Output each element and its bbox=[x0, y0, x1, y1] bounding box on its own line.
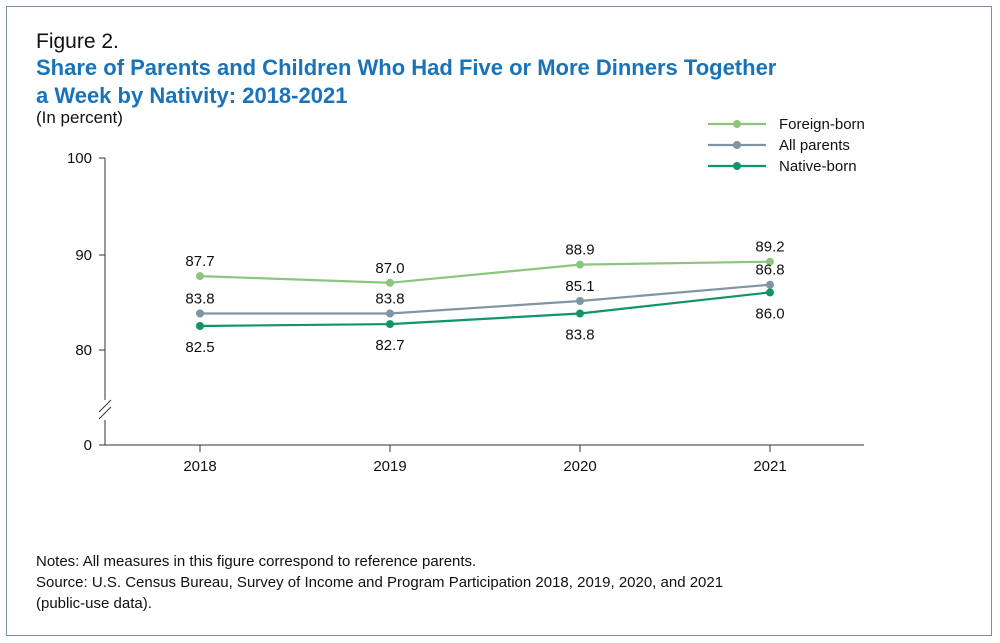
y-tick-label: 100 bbox=[67, 150, 92, 167]
data-point-native-born bbox=[196, 322, 204, 330]
series-line-foreign-born bbox=[199, 260, 771, 284]
series-line-native-born bbox=[199, 291, 771, 328]
y-axis-break-mark bbox=[98, 399, 112, 413]
legend-marker-all-parents bbox=[733, 141, 741, 149]
data-point-all-parents bbox=[576, 297, 584, 305]
chart-title: Share of Parents and Children Who Had Fi… bbox=[36, 54, 936, 110]
x-tick-label: 2020 bbox=[563, 458, 596, 475]
data-point-foreign-born bbox=[386, 278, 394, 287]
data-label-native-born: 86.0 bbox=[755, 305, 784, 322]
data-label-all-parents: 83.8 bbox=[375, 291, 404, 308]
source-text-line-2: (public-use data). bbox=[36, 595, 152, 612]
legend-label-all-parents: All parents bbox=[779, 137, 850, 154]
legend-label-native-born: Native-born bbox=[779, 158, 857, 175]
axes: 100 90 80 0 2018 2019 2020 2021 bbox=[67, 150, 864, 475]
notes-text: Notes: All measures in this figure corre… bbox=[36, 553, 477, 570]
source-text-line-1: Source: U.S. Census Bureau, Survey of In… bbox=[36, 574, 724, 591]
chart-title-line-2: a Week by Nativity: 2018-2021 bbox=[36, 83, 348, 108]
x-tick-label: 2018 bbox=[183, 458, 216, 475]
legend-marker-native-born bbox=[733, 162, 741, 170]
y-tick-label: 0 bbox=[84, 437, 92, 454]
chart-subtitle: (In percent) bbox=[36, 108, 123, 127]
series-layer bbox=[196, 257, 774, 330]
figure-frame bbox=[6, 6, 992, 636]
notes-block: Notes: All measures in this figure corre… bbox=[36, 551, 936, 614]
data-point-native-born bbox=[576, 309, 584, 318]
chart-title-line-1: Share of Parents and Children Who Had Fi… bbox=[36, 55, 777, 80]
data-point-foreign-born bbox=[196, 272, 204, 281]
legend-marker-foreign-born bbox=[733, 120, 741, 128]
data-label-foreign-born: 89.2 bbox=[755, 239, 784, 256]
legend: Foreign-born All parents Native-born bbox=[708, 116, 865, 175]
x-tick-label: 2019 bbox=[373, 458, 406, 475]
legend-label-foreign-born: Foreign-born bbox=[779, 116, 865, 133]
data-point-foreign-born bbox=[766, 257, 774, 266]
data-label-native-born: 83.8 bbox=[565, 327, 594, 344]
y-tick-label: 80 bbox=[75, 342, 92, 359]
figure-label: Figure 2. bbox=[36, 30, 119, 53]
y-tick-label: 90 bbox=[75, 247, 92, 264]
data-label-all-parents: 85.1 bbox=[565, 278, 594, 295]
data-point-all-parents bbox=[766, 280, 774, 289]
data-label-foreign-born: 88.9 bbox=[565, 242, 594, 259]
data-label-all-parents: 83.8 bbox=[185, 291, 214, 308]
series-line-all-parents bbox=[200, 283, 771, 315]
data-point-native-born bbox=[766, 288, 774, 297]
data-label-native-born: 82.5 bbox=[185, 339, 214, 356]
data-point-native-born bbox=[386, 320, 394, 329]
data-point-foreign-born bbox=[576, 260, 584, 269]
data-point-all-parents bbox=[386, 309, 394, 318]
x-tick-label: 2021 bbox=[753, 458, 786, 475]
data-label-foreign-born: 87.7 bbox=[185, 253, 214, 270]
data-label-foreign-born: 87.0 bbox=[375, 260, 404, 277]
data-point-all-parents bbox=[196, 309, 204, 318]
data-labels-layer: 87.7 87.0 88.9 89.2 83.8 83.8 85.1 86.8 82.5 82.7… bbox=[185, 239, 784, 356]
y-axis-break-mark bbox=[98, 406, 112, 420]
data-label-native-born: 82.7 bbox=[375, 337, 404, 354]
data-label-all-parents: 86.8 bbox=[755, 262, 784, 279]
